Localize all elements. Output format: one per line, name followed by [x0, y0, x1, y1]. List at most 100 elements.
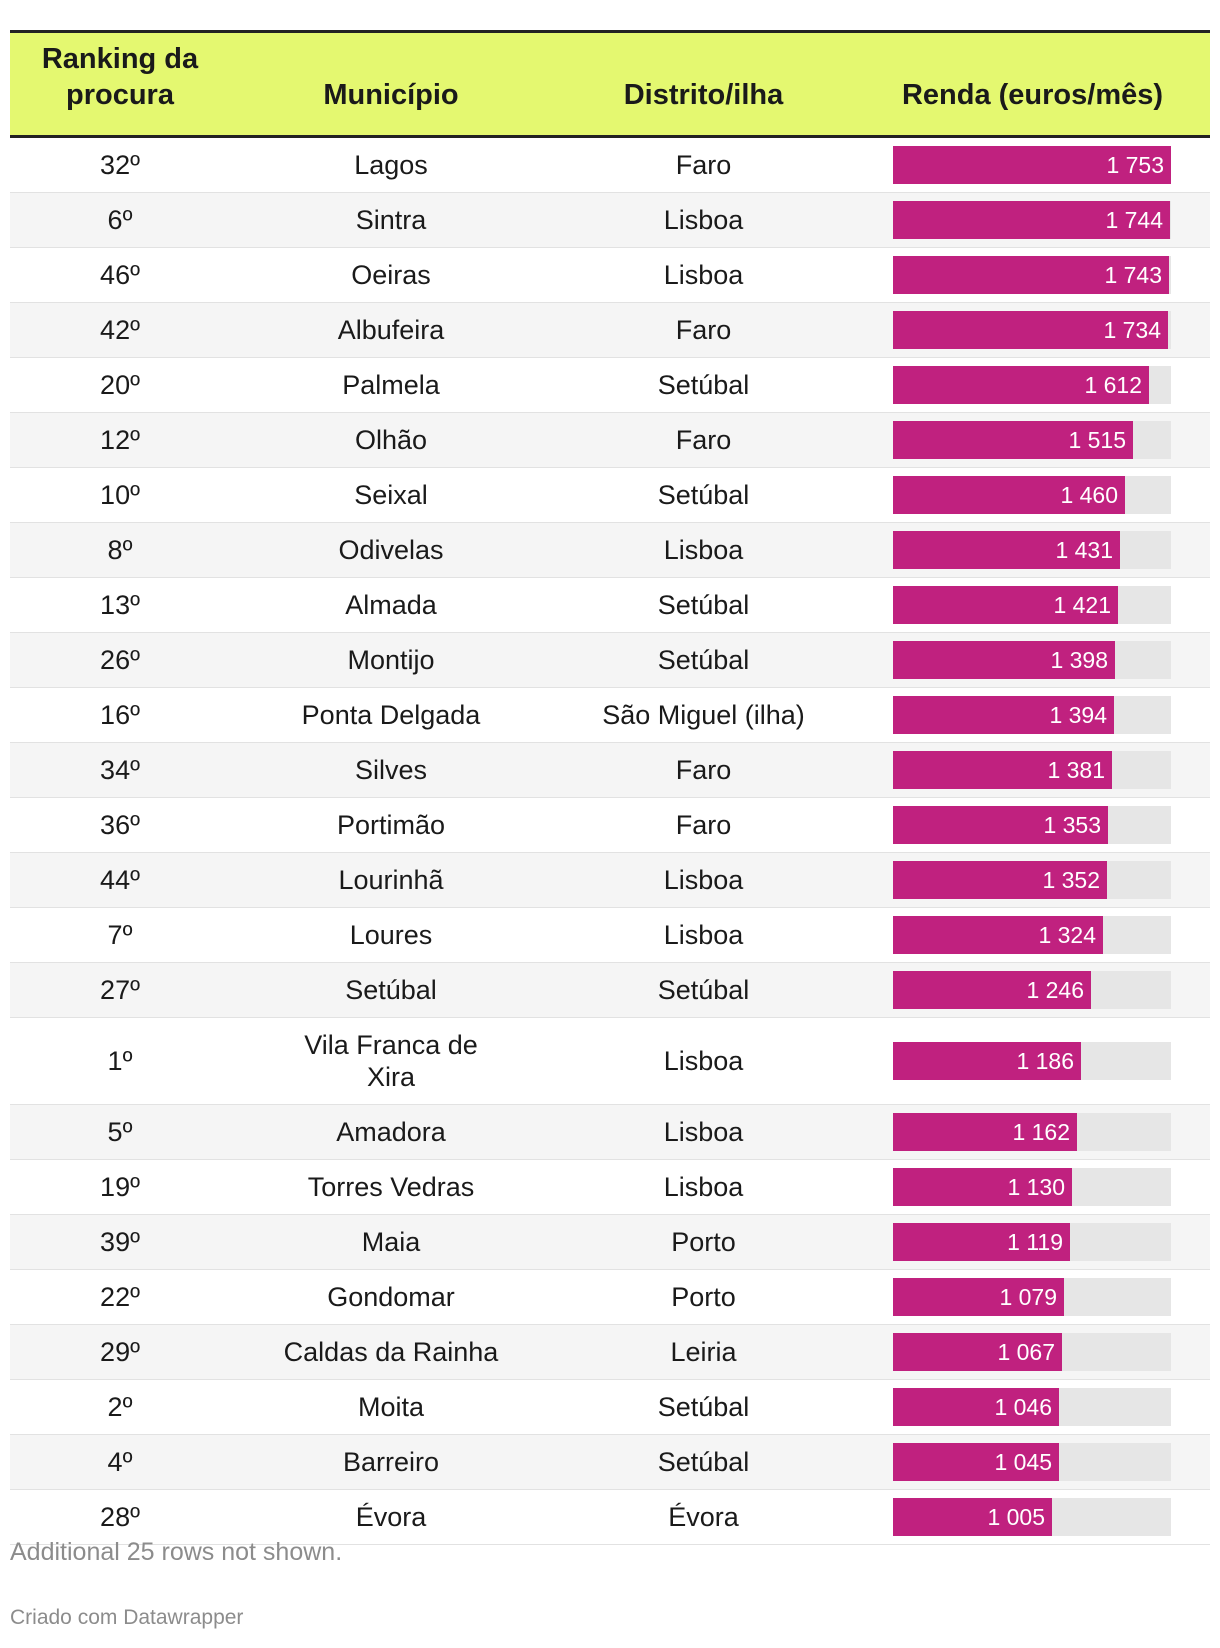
renda-cell: 1 324 — [855, 907, 1210, 963]
renda-value-label: 1 744 — [1105, 207, 1163, 233]
rank-cell: 44º — [10, 852, 230, 908]
rank-cell: 36º — [10, 797, 230, 853]
renda-value-label: 1 324 — [1038, 922, 1096, 948]
bar-track: 1 005 — [893, 1498, 1171, 1536]
renda-cell: 1 381 — [855, 742, 1210, 798]
distrito-cell: Lisboa — [552, 522, 855, 578]
renda-bar: 1 186 — [893, 1042, 1081, 1080]
municipio-cell: Odivelas — [230, 522, 552, 578]
distrito-cell: Porto — [552, 1214, 855, 1270]
municipio-cell: Ponta Delgada — [230, 687, 552, 743]
table-row: 1º Vila Franca de Xira Lisboa 1 186 — [10, 1017, 1210, 1105]
distrito-cell: Leiria — [552, 1324, 855, 1380]
table-row: 29º Caldas da Rainha Leiria 1 067 — [10, 1324, 1210, 1380]
renda-bar: 1 460 — [893, 476, 1125, 514]
renda-bar: 1 324 — [893, 916, 1103, 954]
municipio-cell: Montijo — [230, 632, 552, 688]
bar-track: 1 734 — [893, 311, 1171, 349]
bar-track: 1 460 — [893, 476, 1171, 514]
renda-cell: 1 353 — [855, 797, 1210, 853]
table-row: 6º Sintra Lisboa 1 744 — [10, 192, 1210, 248]
renda-bar: 1 079 — [893, 1278, 1064, 1316]
table-row: 4º Barreiro Setúbal 1 045 — [10, 1434, 1210, 1490]
header-row: Ranking da procura Município Distrito/il… — [10, 30, 1210, 138]
municipio-cell: Lagos — [230, 136, 552, 193]
rank-cell: 26º — [10, 632, 230, 688]
renda-value-label: 1 381 — [1047, 757, 1105, 783]
renda-value-label: 1 515 — [1068, 427, 1126, 453]
distrito-cell: Évora — [552, 1489, 855, 1545]
renda-cell: 1 130 — [855, 1159, 1210, 1215]
table-row: 44º Lourinhã Lisboa 1 352 — [10, 852, 1210, 908]
municipio-cell: Lourinhã — [230, 852, 552, 908]
table-body: 32º Lagos Faro 1 753 6º Sintra Lisboa 1 744 46º O… — [10, 136, 1210, 1545]
distrito-cell: Setúbal — [552, 1379, 855, 1435]
renda-bar: 1 130 — [893, 1168, 1072, 1206]
renda-value-label: 1 352 — [1042, 867, 1100, 893]
renda-value-label: 1 046 — [994, 1394, 1052, 1420]
credit-link[interactable]: Criado com Datawrapper — [10, 1606, 244, 1629]
municipio-cell: Almada — [230, 577, 552, 633]
rank-cell: 29º — [10, 1324, 230, 1380]
table-row: 12º Olhão Faro 1 515 — [10, 412, 1210, 468]
rank-cell: 4º — [10, 1434, 230, 1490]
renda-bar: 1 734 — [893, 311, 1168, 349]
renda-value-label: 1 460 — [1060, 482, 1118, 508]
renda-cell: 1 515 — [855, 412, 1210, 468]
municipio-cell: Oeiras — [230, 247, 552, 303]
rank-cell: 6º — [10, 192, 230, 248]
renda-value-label: 1 119 — [1007, 1229, 1063, 1255]
rank-cell: 34º — [10, 742, 230, 798]
renda-bar: 1 398 — [893, 641, 1115, 679]
rank-cell: 20º — [10, 357, 230, 413]
rank-cell: 10º — [10, 467, 230, 523]
renda-cell: 1 460 — [855, 467, 1210, 523]
rank-cell: 7º — [10, 907, 230, 963]
bar-track: 1 246 — [893, 971, 1171, 1009]
renda-bar: 1 394 — [893, 696, 1114, 734]
distrito-cell: Lisboa — [552, 852, 855, 908]
municipio-cell: Torres Vedras — [230, 1159, 552, 1215]
renda-value-label: 1 130 — [1007, 1174, 1065, 1200]
table-row: 32º Lagos Faro 1 753 — [10, 136, 1210, 193]
rank-cell: 32º — [10, 136, 230, 193]
renda-bar: 1 753 — [893, 146, 1171, 184]
municipio-cell: Vila Franca de Xira — [230, 1017, 552, 1105]
renda-cell: 1 067 — [855, 1324, 1210, 1380]
header-distrito[interactable]: Distrito/ilha — [552, 30, 855, 138]
rank-cell: 5º — [10, 1104, 230, 1160]
rank-cell: 46º — [10, 247, 230, 303]
renda-value-label: 1 398 — [1050, 647, 1108, 673]
municipio-cell: Évora — [230, 1489, 552, 1545]
bar-track: 1 381 — [893, 751, 1171, 789]
renda-value-label: 1 067 — [997, 1339, 1055, 1365]
distrito-cell: Setúbal — [552, 467, 855, 523]
municipio-cell: Setúbal — [230, 962, 552, 1018]
bar-track: 1 398 — [893, 641, 1171, 679]
table-row: 36º Portimão Faro 1 353 — [10, 797, 1210, 853]
table-row: 19º Torres Vedras Lisboa 1 130 — [10, 1159, 1210, 1215]
distrito-cell: Faro — [552, 412, 855, 468]
header-municipio[interactable]: Município — [230, 30, 552, 138]
renda-cell: 1 421 — [855, 577, 1210, 633]
renda-cell: 1 734 — [855, 302, 1210, 358]
renda-cell: 1 079 — [855, 1269, 1210, 1325]
table-row: 2º Moita Setúbal 1 046 — [10, 1379, 1210, 1435]
renda-value-label: 1 079 — [999, 1284, 1057, 1310]
bar-track: 1 431 — [893, 531, 1171, 569]
rank-cell: 27º — [10, 962, 230, 1018]
header-rank-line1: Ranking da — [41, 43, 199, 75]
renda-cell: 1 352 — [855, 852, 1210, 908]
municipio-cell: Caldas da Rainha — [230, 1324, 552, 1380]
bar-track: 1 744 — [893, 201, 1171, 239]
renda-value-label: 1 431 — [1055, 537, 1113, 563]
renda-bar: 1 515 — [893, 421, 1133, 459]
header-rank[interactable]: Ranking da procura — [10, 30, 230, 138]
header-renda[interactable]: Renda (euros/mês) — [855, 30, 1210, 138]
rank-cell: 8º — [10, 522, 230, 578]
municipio-cell: Silves — [230, 742, 552, 798]
renda-cell: 1 046 — [855, 1379, 1210, 1435]
renda-value-label: 1 246 — [1026, 977, 1084, 1003]
renda-value-label: 1 753 — [1106, 152, 1164, 178]
renda-cell: 1 612 — [855, 357, 1210, 413]
